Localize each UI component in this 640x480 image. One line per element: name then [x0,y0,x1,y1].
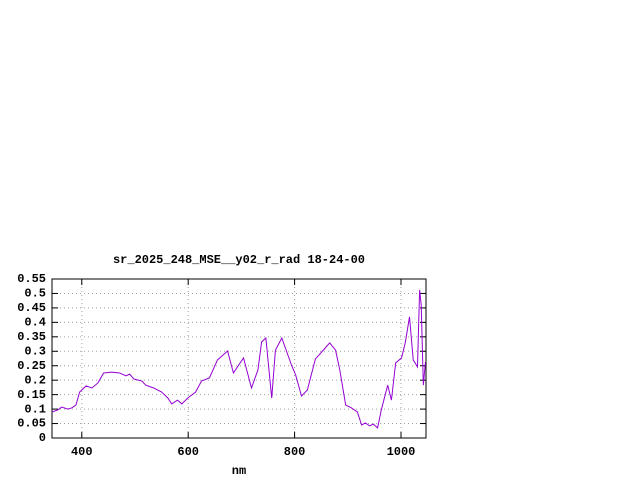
x-tick-label: 400 [71,445,93,459]
plot-border [51,278,427,439]
y-tick-label: 0.55 [17,272,46,286]
y-tick-label: 0.1 [24,402,46,416]
x-tick-label: 800 [284,445,306,459]
y-tick-label: 0 [39,431,46,445]
y-tick-label: 0.5 [24,287,46,301]
data-line [51,289,426,429]
y-tick-label: 0.3 [24,344,46,358]
y-tick-label: 0.35 [17,330,46,344]
x-axis-label: nm [232,464,246,478]
chart-title: sr_2025_248_MSE__y02_r_rad 18-24-00 [113,253,365,267]
y-tick-label: 0.2 [24,373,46,387]
x-tick-label: 1000 [387,445,416,459]
y-tick-label: 0.4 [24,316,46,330]
y-tick-label: 0.05 [17,417,46,431]
y-tick-label: 0.25 [17,359,46,373]
y-tick-label: 0.45 [17,301,46,315]
x-tick-label: 600 [177,445,199,459]
y-tick-label: 0.15 [17,388,46,402]
